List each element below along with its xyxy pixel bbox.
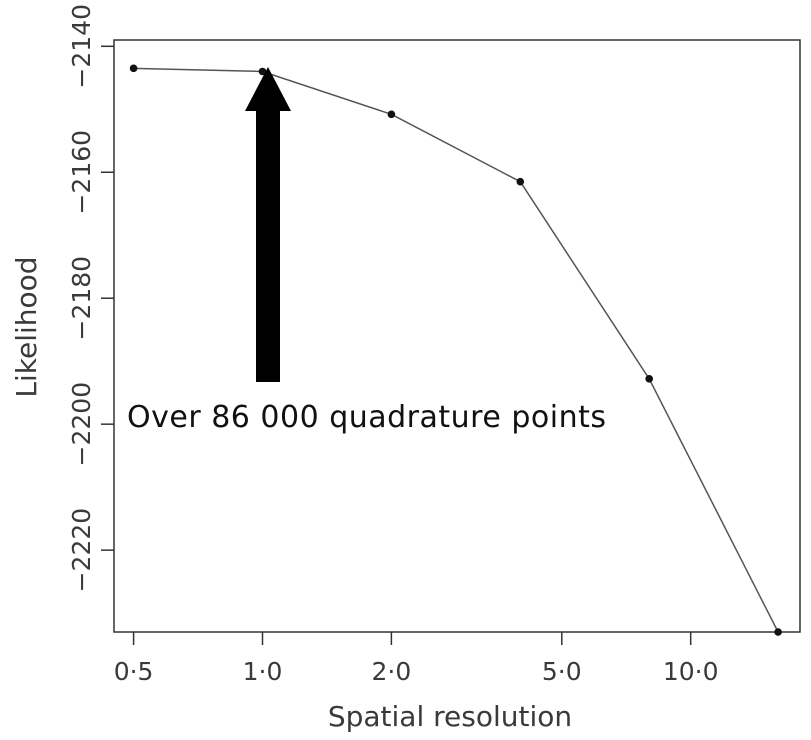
x-tick-label: 0·5 [114,657,154,686]
series-line [133,67,779,633]
data-point [516,177,525,186]
y-tick-label: −2180 [67,256,96,341]
data-point [387,110,396,119]
y-ticks: −2140 −2160 −2180 −2200 −2220 [67,4,114,592]
annotation-layer: Over 86 000 quadrature points [127,67,607,435]
x-tick-label: 10·0 [663,657,719,686]
arrow-marker [245,67,291,382]
axes-layer: Spatial resolution Likelihood [10,39,801,733]
series-layer [129,64,782,636]
annotation-label: Over 86 000 quadrature points [127,400,607,435]
plot-frame [113,39,801,633]
y-axis-label: Likelihood [10,256,43,397]
y-tick-label: −2140 [67,4,96,89]
x-tick-label: 5·0 [542,657,582,686]
x-tick-label: 2·0 [372,657,412,686]
y-tick-label: −2160 [67,130,96,215]
y-tick-label: −2220 [67,508,96,593]
x-axis-label: Spatial resolution [328,700,572,733]
data-point [258,67,267,76]
y-tick-label: −2200 [67,382,96,467]
data-point [774,628,782,636]
x-tick-label: 1·0 [243,657,283,686]
data-point [129,64,138,73]
x-ticks: 0·5 1·0 2·0 5·0 10·0 [114,632,719,686]
data-point [645,375,653,383]
